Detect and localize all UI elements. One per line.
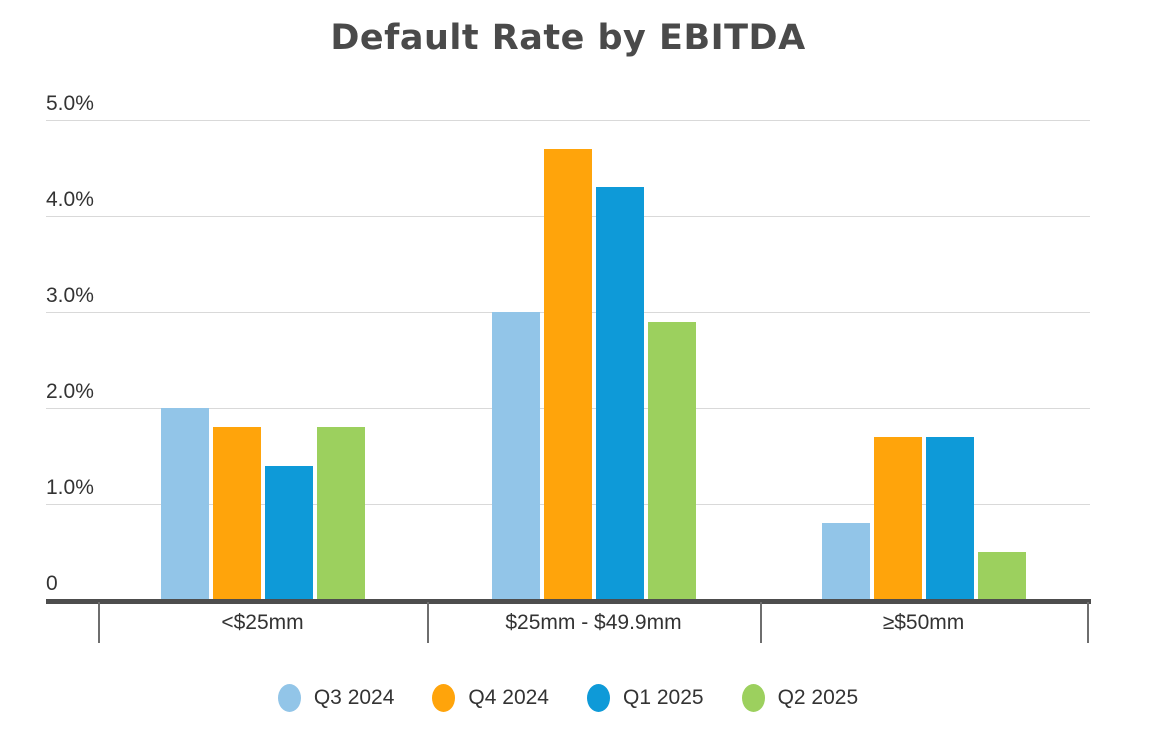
y-axis-label: 2.0%: [46, 380, 94, 403]
bar-q1-2025-25mm: [265, 466, 313, 600]
bar-q2-2025-25mm-49-9mm: [648, 322, 696, 600]
axis-tick: [760, 602, 762, 643]
legend-label: Q2 2025: [777, 686, 859, 709]
legend-marker-q4-2024: [432, 684, 456, 712]
x-axis-label: ≥$50mm: [882, 611, 965, 634]
bar-q4-2024-25mm-49-9mm: [544, 149, 592, 600]
x-axis-label: $25mm - $49.9mm: [505, 611, 682, 634]
y-axis-label: 3.0%: [46, 284, 94, 307]
legend-marker-q2-2025: [741, 684, 765, 712]
y-axis-label: 1.0%: [46, 476, 94, 499]
legend-marker-q3-2024: [277, 684, 301, 712]
axis-tick: [1087, 602, 1089, 643]
chart-title: Default Rate by EBITDA: [330, 18, 806, 58]
legend-item-q4-2024: Q4 2024: [432, 684, 549, 712]
axis-tick: [427, 602, 429, 643]
bar-q2-2025-50mm: [978, 552, 1026, 600]
y-axis-label: 0: [46, 572, 58, 595]
axis-tick: [98, 602, 100, 643]
x-axis-line: [46, 599, 1091, 604]
bar-q2-2025-25mm: [317, 427, 365, 600]
bar-q3-2024-25mm-49-9mm: [492, 312, 540, 600]
legend-item-q2-2025: Q2 2025: [741, 684, 859, 712]
y-axis-label: 4.0%: [46, 188, 94, 211]
legend-item-q1-2025: Q1 2025: [587, 684, 704, 712]
legend-label: Q1 2025: [623, 686, 704, 709]
legend-marker-q1-2025: [587, 684, 610, 712]
legend-label: Q3 2024: [313, 686, 395, 709]
bar-q3-2024-50mm: [822, 523, 870, 600]
bar-q4-2024-50mm: [874, 437, 922, 600]
bar-q1-2025-50mm: [926, 437, 974, 600]
y-axis-label: 5.0%: [46, 92, 94, 115]
legend-label: Q4 2024: [468, 686, 549, 709]
gridline: [46, 120, 1090, 121]
x-axis-label: <$25mm: [221, 611, 304, 634]
bar-q3-2024-25mm: [161, 408, 209, 600]
bar-q1-2025-25mm-49-9mm: [596, 187, 644, 600]
legend: Q3 2024 Q4 2024 Q1 2025 Q2 2025: [46, 684, 1090, 712]
legend-item-q3-2024: Q3 2024: [277, 684, 395, 712]
bar-q4-2024-25mm: [213, 427, 261, 600]
